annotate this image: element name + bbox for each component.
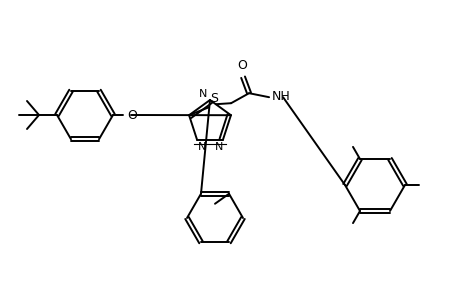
Text: N: N	[198, 89, 207, 99]
Text: O: O	[127, 109, 137, 122]
Text: N: N	[214, 142, 223, 152]
Text: NH: NH	[271, 90, 290, 103]
Text: S: S	[210, 92, 218, 105]
Text: O: O	[237, 59, 246, 72]
Text: N: N	[198, 142, 206, 152]
